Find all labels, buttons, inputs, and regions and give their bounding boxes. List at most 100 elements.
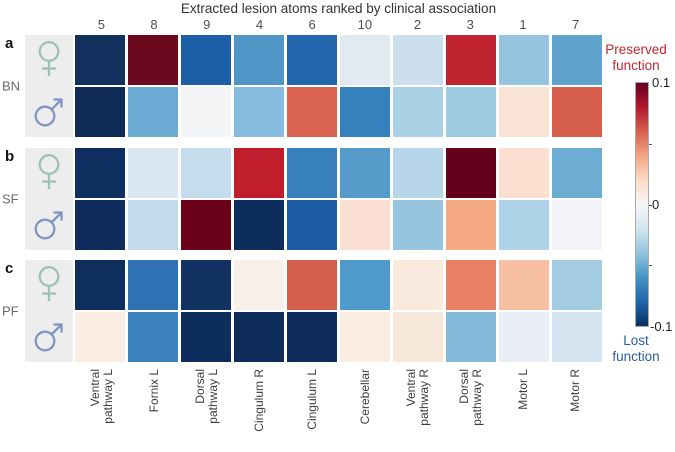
column-rank-label: 8 bbox=[150, 17, 158, 32]
sex-symbol-box bbox=[25, 260, 73, 362]
column-rank-label: 10 bbox=[357, 17, 373, 32]
heatmap-cell bbox=[340, 35, 390, 85]
heatmap-cell bbox=[234, 148, 284, 198]
heatmap-cell bbox=[393, 312, 443, 362]
female-icon bbox=[38, 266, 60, 301]
heatmap-cell bbox=[393, 200, 443, 250]
heatmap-cell bbox=[181, 148, 231, 198]
heatmap-cell bbox=[393, 87, 443, 137]
heatmap-cell bbox=[393, 260, 443, 310]
female-icon bbox=[38, 41, 60, 76]
heatmap-cell bbox=[499, 260, 549, 310]
male-symbol-cell bbox=[25, 312, 73, 362]
panel-letter: c bbox=[5, 260, 14, 277]
x-axis-label: Fornix L bbox=[128, 369, 181, 452]
heatmap-cell bbox=[552, 35, 602, 85]
colorbar-zero-tick-label: 0 bbox=[652, 197, 660, 212]
colorbar-preserved-function-label: Preserved function bbox=[605, 42, 667, 73]
heatmap-cell bbox=[75, 312, 125, 362]
heatmap-cell bbox=[181, 35, 231, 85]
heatmap-cell bbox=[446, 87, 496, 137]
heatmap-cell bbox=[552, 260, 602, 310]
female-symbol-cell bbox=[25, 148, 73, 198]
column-rank-label: 9 bbox=[203, 17, 211, 32]
heatmap-cell bbox=[128, 200, 178, 250]
column-rank-label: 6 bbox=[308, 17, 316, 32]
panel-letter: a bbox=[5, 35, 14, 52]
column-rank-label: 5 bbox=[97, 17, 105, 32]
heatmap-cell bbox=[181, 312, 231, 362]
x-axis-tick-labels: Ventral pathway L Fornix L Dorsal pathway … bbox=[75, 369, 602, 452]
heatmap-cell bbox=[234, 200, 284, 250]
heatmap-cell bbox=[75, 35, 125, 85]
x-axis-label: Motor L bbox=[497, 369, 550, 452]
group-label-SF: SF bbox=[2, 191, 19, 207]
female-symbol-cell bbox=[25, 260, 73, 310]
heatmap-cell bbox=[287, 148, 337, 198]
heatmap-cell bbox=[287, 200, 337, 250]
panel-SF: b SF bbox=[0, 148, 675, 250]
colorbar bbox=[635, 82, 652, 327]
heatmap-cell bbox=[128, 260, 178, 310]
heatmap-cell bbox=[552, 87, 602, 137]
heatmap-cell bbox=[340, 260, 390, 310]
x-axis-label-text: Dorsal pathway R bbox=[456, 369, 484, 426]
male-symbol-cell bbox=[25, 200, 73, 250]
heatmap-cell bbox=[287, 35, 337, 85]
heatmap-cell bbox=[393, 148, 443, 198]
heatmap-cell bbox=[234, 35, 284, 85]
male-icon bbox=[34, 98, 63, 127]
heatmap-cell bbox=[75, 87, 125, 137]
heatmap-cell bbox=[128, 312, 178, 362]
column-rank-row: 5 8 9 4 6 10 2 3 1 7 bbox=[75, 17, 602, 33]
colorbar-tick-mark bbox=[649, 143, 652, 145]
column-rank-label: 2 bbox=[413, 17, 422, 32]
heatmap-cell bbox=[128, 35, 178, 85]
x-axis-label: Motor R bbox=[549, 369, 602, 452]
x-axis-label: Dorsal pathway R bbox=[444, 369, 497, 452]
column-rank-label: 1 bbox=[519, 17, 527, 32]
heatmap-cell bbox=[340, 200, 390, 250]
heatmap-cell bbox=[128, 87, 178, 137]
heatmap-cell bbox=[75, 200, 125, 250]
female-symbol-cell bbox=[25, 35, 73, 85]
male-icon bbox=[34, 211, 63, 240]
colorbar-tick-mark bbox=[649, 204, 652, 206]
heatmap-cell bbox=[446, 312, 496, 362]
sex-symbol-box bbox=[25, 35, 73, 137]
heatmap-cell bbox=[287, 87, 337, 137]
x-axis-label-text: Cingulum R bbox=[252, 369, 267, 432]
panel-letter: b bbox=[5, 148, 15, 165]
male-symbol-cell bbox=[25, 87, 73, 137]
colorbar-max-tick-label: 0.1 bbox=[652, 75, 671, 90]
x-axis-label: Cingulum R bbox=[233, 369, 286, 452]
heatmap-cell bbox=[499, 312, 549, 362]
x-axis-label-text: Motor R bbox=[568, 369, 583, 412]
heatmap-cell bbox=[234, 312, 284, 362]
column-rank-label: 4 bbox=[255, 17, 264, 32]
male-icon bbox=[34, 323, 63, 352]
heatmap-cell bbox=[181, 260, 231, 310]
colorbar-min-tick-label: -0.1 bbox=[650, 319, 673, 334]
heatmap-cell bbox=[181, 87, 231, 137]
heatmap-cell bbox=[499, 35, 549, 85]
heatmap-cell bbox=[552, 200, 602, 250]
heatmap-cell bbox=[234, 87, 284, 137]
group-label-PF: PF bbox=[2, 303, 19, 319]
heatmap-row-grid bbox=[75, 35, 602, 137]
heatmap-cell bbox=[181, 200, 231, 250]
x-axis-label-text: Dorsal pathway L bbox=[193, 369, 220, 424]
heatmap-cell bbox=[75, 148, 125, 198]
x-axis-label-text: Cerebellar bbox=[357, 369, 372, 425]
column-rank-label: 3 bbox=[466, 17, 474, 32]
heatmap-cell bbox=[128, 148, 178, 198]
heatmap-cell bbox=[75, 260, 125, 310]
heatmap-cell bbox=[446, 35, 496, 85]
heatmap-row-grid bbox=[75, 260, 602, 362]
x-axis-label: Cerebellar bbox=[339, 369, 392, 452]
heatmap-cell bbox=[287, 312, 337, 362]
heatmap-row-grid bbox=[75, 148, 602, 250]
x-axis-label: Dorsal pathway L bbox=[180, 369, 233, 452]
x-axis-label-text: Ventral pathway R bbox=[404, 369, 431, 426]
